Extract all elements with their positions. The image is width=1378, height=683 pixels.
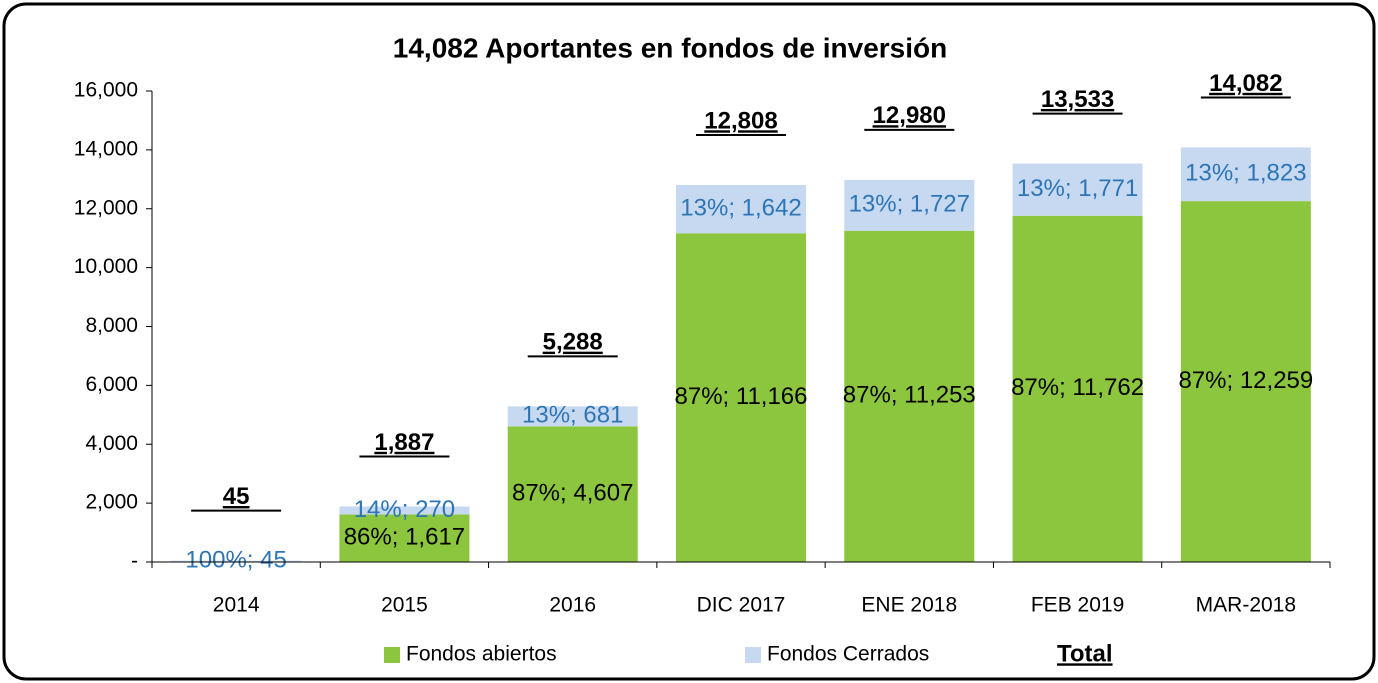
- bar-segment: [339, 514, 470, 562]
- y-tick-label: -: [131, 550, 138, 573]
- x-tick-label: ENE 2018: [861, 594, 957, 617]
- y-tick-label: 8,000: [85, 314, 138, 337]
- legend-label: Total: [1057, 640, 1113, 667]
- chart-title: 14,082 Aportantes en fondos de inversión: [393, 32, 947, 63]
- legend-label: Fondos Cerrados: [767, 643, 929, 666]
- bar-segment: [507, 406, 638, 427]
- y-tick-label: 16,000: [74, 79, 138, 102]
- bar-segment: [844, 179, 975, 231]
- y-tick-label: 10,000: [74, 255, 138, 278]
- data-label: 13%; 1,642: [680, 194, 801, 221]
- total-label: 14,082: [1209, 70, 1282, 97]
- bar-segment: [507, 426, 638, 562]
- bar-segment: [339, 506, 470, 515]
- total-label: 1,887: [374, 429, 434, 456]
- data-label: 13%; 1,771: [1017, 175, 1138, 202]
- bar-segment: [1012, 163, 1143, 216]
- bar-segment: [1012, 215, 1143, 563]
- total-label: 12,808: [704, 107, 777, 134]
- y-tick-label: 4,000: [85, 432, 138, 455]
- data-label: 13%; 1,727: [849, 191, 970, 218]
- data-label: 86%; 1,617: [344, 524, 465, 551]
- legend-swatch: [384, 647, 400, 663]
- bar-segment: [1180, 201, 1311, 563]
- total-label: 45: [223, 483, 250, 510]
- data-label: 14%; 270: [354, 496, 455, 523]
- bar-segment: [1180, 147, 1311, 202]
- data-label: 87%; 12,259: [1178, 367, 1313, 394]
- x-tick-label: 2015: [381, 594, 428, 617]
- data-label: 87%; 4,607: [512, 480, 633, 507]
- total-label: 5,288: [543, 329, 603, 356]
- total-label: 12,980: [873, 102, 946, 129]
- legend-swatch: [745, 647, 761, 663]
- data-label: 13%; 681: [522, 402, 623, 429]
- bar-segment: [844, 230, 975, 562]
- x-tick-label: 2014: [213, 594, 260, 617]
- total-label: 13,533: [1041, 86, 1114, 113]
- x-tick-label: DIC 2017: [697, 594, 786, 617]
- data-label: 87%; 11,762: [1011, 374, 1144, 401]
- x-tick-label: MAR-2018: [1196, 594, 1296, 617]
- bar-segment: [676, 184, 806, 234]
- data-label: 100%; 45: [185, 547, 286, 574]
- bar-segment: [171, 560, 302, 562]
- legend-label: Fondos abiertos: [406, 643, 557, 666]
- y-tick-label: 2,000: [85, 491, 138, 514]
- data-label: 87%; 11,166: [675, 383, 808, 410]
- x-tick-label: FEB 2019: [1031, 594, 1124, 617]
- data-label: 87%; 11,253: [843, 382, 976, 409]
- x-tick-label: 2016: [549, 594, 596, 617]
- y-tick-label: 12,000: [74, 196, 138, 219]
- bar-segment: [676, 233, 806, 562]
- y-tick-label: 14,000: [74, 137, 138, 160]
- y-tick-label: 6,000: [85, 373, 138, 396]
- data-label: 13%; 1,823: [1185, 160, 1306, 187]
